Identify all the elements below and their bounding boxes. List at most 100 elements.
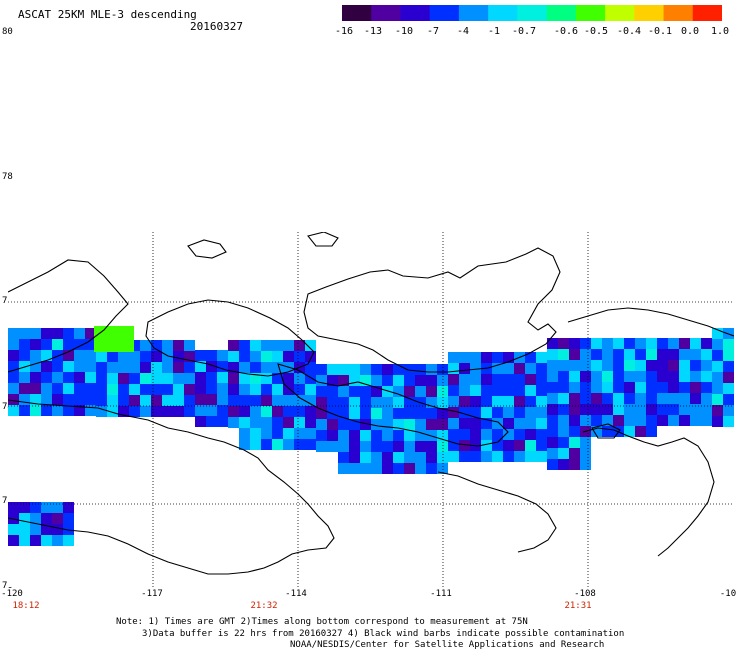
wind-cell <box>94 326 134 352</box>
wind-cell <box>30 383 41 394</box>
wind-cell <box>184 384 195 395</box>
wind-cell <box>723 339 734 350</box>
wind-cell <box>679 338 690 349</box>
wind-cell <box>580 415 591 426</box>
wind-cell <box>371 463 382 474</box>
wind-cell <box>283 406 294 417</box>
wind-cell <box>459 440 470 451</box>
wind-cell <box>129 373 140 384</box>
colorbar-swatch <box>371 5 402 21</box>
wind-cell <box>63 502 74 513</box>
wind-cell <box>404 364 415 375</box>
wind-cell <box>283 384 294 395</box>
wind-cell <box>624 415 635 426</box>
wind-cell <box>514 451 525 462</box>
wind-cell <box>305 439 316 450</box>
wind-cell <box>404 419 415 430</box>
wind-cell <box>459 451 470 462</box>
wind-cell <box>701 349 712 360</box>
wind-cell <box>382 430 393 441</box>
wind-cell <box>426 386 437 397</box>
wind-cell <box>371 408 382 419</box>
wind-cell <box>349 441 360 452</box>
wind-cell <box>206 361 217 372</box>
wind-cell <box>613 393 624 404</box>
wind-cell <box>701 415 712 426</box>
wind-cell <box>668 404 679 415</box>
wind-cell <box>712 372 723 383</box>
wind-cell <box>349 397 360 408</box>
wind-cell <box>173 384 184 395</box>
wind-cell <box>657 382 668 393</box>
wind-cell <box>459 352 470 363</box>
wind-cell <box>272 428 283 439</box>
wind-cell <box>492 352 503 363</box>
wind-cell <box>547 382 558 393</box>
wind-cell <box>723 405 734 416</box>
wind-cell <box>239 417 250 428</box>
wind-cell <box>481 352 492 363</box>
wind-cell <box>195 372 206 383</box>
wind-cell <box>8 405 19 416</box>
wind-cell <box>668 415 679 426</box>
wind-cell <box>30 535 41 546</box>
wind-cell <box>250 439 261 450</box>
colorbar-label: -0.1 <box>647 26 673 37</box>
wind-cell <box>580 393 591 404</box>
wind-cell <box>602 404 613 415</box>
wind-cell <box>470 396 481 407</box>
wind-cell <box>96 362 107 373</box>
wind-cell <box>63 405 74 416</box>
colorbar-swatch <box>429 5 460 21</box>
wind-cell <box>459 396 470 407</box>
wind-cell <box>448 418 459 429</box>
wind-cell <box>217 405 228 416</box>
lon-label-114: -114 <box>285 589 307 599</box>
wind-cell <box>261 395 272 406</box>
wind-cell <box>547 349 558 360</box>
wind-cell <box>129 362 140 373</box>
wind-cell <box>481 451 492 462</box>
wind-cell <box>327 397 338 408</box>
wind-cell <box>294 406 305 417</box>
wind-cell <box>547 437 558 448</box>
wind-cell <box>569 349 580 360</box>
wind-cell <box>668 338 679 349</box>
wind-cell <box>316 430 327 441</box>
wind-cell <box>107 384 118 395</box>
wind-cell <box>712 383 723 394</box>
wind-cell <box>569 437 580 448</box>
wind-cell <box>162 395 173 406</box>
wind-cell <box>646 404 657 415</box>
wind-cell <box>558 382 569 393</box>
wind-cell <box>30 524 41 535</box>
wind-cell <box>118 373 129 384</box>
wind-cell <box>481 374 492 385</box>
wind-cell <box>272 417 283 428</box>
wind-cell <box>261 417 272 428</box>
wind-cell <box>162 351 173 362</box>
wind-cell <box>8 339 19 350</box>
wind-cell <box>250 384 261 395</box>
wind-cell <box>338 463 349 474</box>
wind-cell <box>162 384 173 395</box>
wind-cell <box>613 415 624 426</box>
wind-cell <box>195 416 206 427</box>
wind-cell <box>316 397 327 408</box>
colorbar-swatch <box>605 5 635 21</box>
wind-cell <box>96 395 107 406</box>
wind-cell <box>118 351 129 362</box>
wind-cell <box>8 350 19 361</box>
map-title: ASCAT 25KM MLE-3 descending <box>18 8 197 21</box>
wind-cell <box>723 394 734 405</box>
wind-cell <box>195 383 206 394</box>
wind-cell <box>228 340 239 351</box>
wind-cell <box>294 395 305 406</box>
wind-cell <box>327 386 338 397</box>
wind-cell <box>635 349 646 360</box>
wind-cell <box>140 406 151 417</box>
wind-cell <box>74 372 85 383</box>
wind-cell <box>382 364 393 375</box>
wind-cell <box>129 395 140 406</box>
wind-cell <box>635 382 646 393</box>
